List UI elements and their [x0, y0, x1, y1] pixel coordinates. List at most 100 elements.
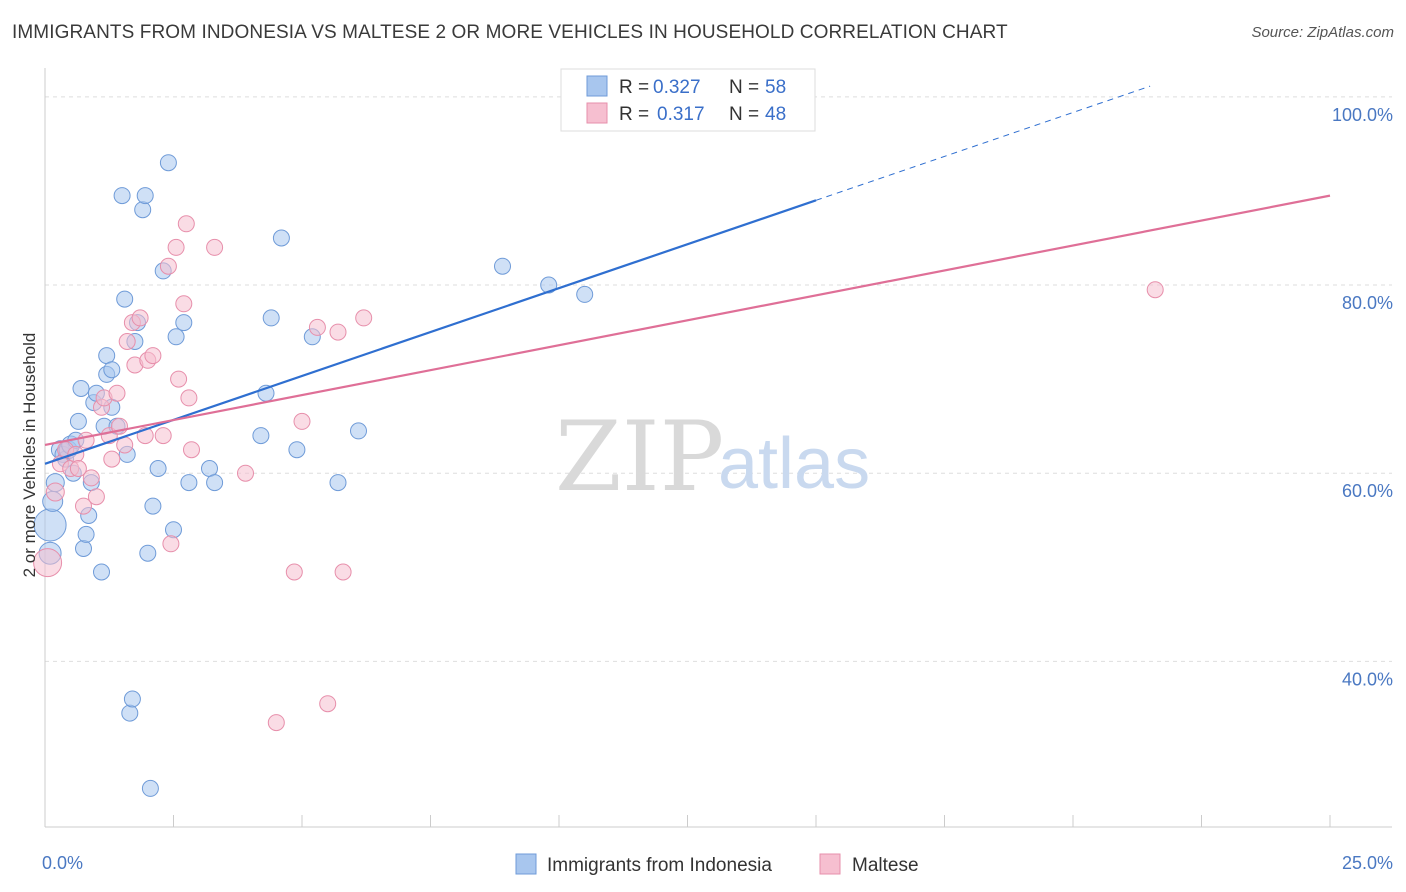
series-legend: Immigrants from Indonesia Maltese [515, 853, 919, 876]
source-credit: Source: ZipAtlas.com [1251, 24, 1394, 41]
data-points [33, 154, 1164, 797]
point-maltese-28 [167, 238, 185, 256]
x-tick-labels: 0.0% 25.0% [42, 853, 1393, 873]
point-maltese-21 [131, 309, 149, 327]
point-indonesia-56 [540, 276, 558, 294]
axes [44, 68, 1392, 828]
point-maltese-24 [144, 347, 162, 365]
legend-r-value-maltese: 0.317 [657, 104, 705, 125]
legend-n-label-maltese: N = [729, 104, 759, 125]
point-maltese-43 [355, 309, 373, 327]
point-maltese-9 [82, 469, 100, 487]
trend-lines [44, 85, 1331, 465]
point-maltese-14 [103, 450, 121, 468]
y-tick-label-1: 60.0% [1342, 481, 1393, 501]
point-indonesia-27 [116, 290, 134, 308]
point-indonesia-44 [180, 474, 198, 492]
point-maltese-37 [285, 563, 303, 581]
point-maltese-40 [319, 695, 337, 713]
point-indonesia-41 [165, 521, 182, 539]
point-indonesia-57 [576, 285, 594, 303]
point-maltese-8 [77, 431, 95, 449]
y-tick-label-2: 80.0% [1342, 293, 1393, 313]
y-tick-label-0: 40.0% [1342, 669, 1393, 689]
point-indonesia-14 [77, 525, 95, 543]
point-indonesia-11 [69, 412, 87, 430]
point-indonesia-51 [288, 441, 306, 459]
point-maltese-29 [170, 370, 188, 388]
y-tick-labels: 40.0% 60.0% 80.0% 100.0% [1332, 105, 1393, 690]
point-maltese-25 [154, 427, 172, 445]
grid-lines [45, 96, 1392, 662]
point-maltese-26 [159, 257, 177, 275]
point-maltese-38 [293, 412, 311, 430]
x-tick-label-0: 0.0% [42, 853, 83, 873]
point-indonesia-30 [123, 690, 141, 708]
point-maltese-41 [329, 323, 347, 341]
legend-r-label-maltese: R = [619, 104, 649, 125]
watermark-zip: ZIP [555, 401, 724, 513]
point-indonesia-53 [329, 474, 347, 492]
x-tick-label-1: 25.0% [1342, 853, 1393, 873]
legend-r-value-indonesia: 0.327 [653, 77, 701, 98]
legend-n-value-indonesia: 58 [765, 77, 786, 98]
point-maltese-36 [267, 714, 285, 732]
point-maltese-27 [162, 535, 180, 553]
point-maltese-34 [206, 238, 224, 256]
point-indonesia-23 [103, 361, 121, 379]
legend-n-value-maltese: 48 [765, 104, 786, 125]
point-indonesia-54 [350, 422, 367, 440]
point-indonesia-50 [272, 229, 290, 247]
point-indonesia-36 [141, 779, 159, 797]
point-indonesia-42 [167, 328, 185, 346]
point-maltese-44 [1146, 281, 1164, 299]
point-maltese-42 [334, 563, 352, 581]
point-maltese-0 [33, 548, 63, 578]
point-indonesia-19 [93, 563, 110, 581]
legend: R = 0.327 N = 58 R = 0.317 N = 48 [560, 68, 816, 132]
point-maltese-1 [45, 482, 65, 502]
watermark-atlas: atlas [718, 424, 870, 504]
point-indonesia-55 [494, 257, 511, 275]
point-maltese-6 [69, 460, 87, 477]
point-indonesia-26 [113, 187, 131, 205]
point-maltese-18 [118, 333, 136, 350]
series-legend-swatch-maltese [819, 853, 841, 875]
y-tick-label-3: 100.0% [1332, 105, 1393, 125]
point-indonesia-12 [72, 380, 90, 397]
point-indonesia-13 [75, 540, 92, 557]
legend-r-label-indonesia: R = [619, 77, 649, 98]
legend-n-label-indonesia: N = [729, 77, 759, 98]
watermark: ZIP atlas [555, 401, 870, 513]
legend-swatch-indonesia [586, 75, 608, 97]
point-indonesia-46 [206, 474, 224, 492]
point-maltese-15 [108, 384, 126, 402]
point-maltese-10 [87, 488, 105, 506]
point-indonesia-40 [159, 154, 177, 172]
point-indonesia-47 [252, 427, 270, 445]
point-maltese-39 [308, 318, 326, 336]
point-maltese-31 [177, 215, 195, 233]
point-maltese-35 [237, 464, 254, 482]
legend-swatch-maltese [586, 102, 608, 124]
trend-line-extension-indonesia [815, 85, 1151, 201]
point-maltese-33 [183, 441, 200, 459]
point-indonesia-38 [149, 460, 167, 477]
point-maltese-7 [75, 497, 92, 515]
point-indonesia-29 [121, 704, 139, 722]
series-legend-swatch-indonesia [515, 853, 537, 875]
point-indonesia-21 [98, 347, 116, 365]
point-indonesia-49 [262, 309, 280, 327]
chart-title: IMMIGRANTS FROM INDONESIA VS MALTESE 2 O… [12, 22, 1008, 43]
point-indonesia-45 [201, 460, 218, 477]
point-indonesia-37 [144, 497, 162, 515]
point-indonesia-35 [139, 544, 157, 562]
point-indonesia-43 [175, 314, 193, 332]
point-indonesia-33 [134, 201, 152, 219]
point-indonesia-34 [136, 187, 154, 205]
series-legend-label-maltese: Maltese [852, 855, 919, 876]
series-legend-label-indonesia: Immigrants from Indonesia [547, 855, 772, 876]
point-maltese-32 [180, 389, 198, 407]
trend-line-maltese [44, 194, 1331, 447]
